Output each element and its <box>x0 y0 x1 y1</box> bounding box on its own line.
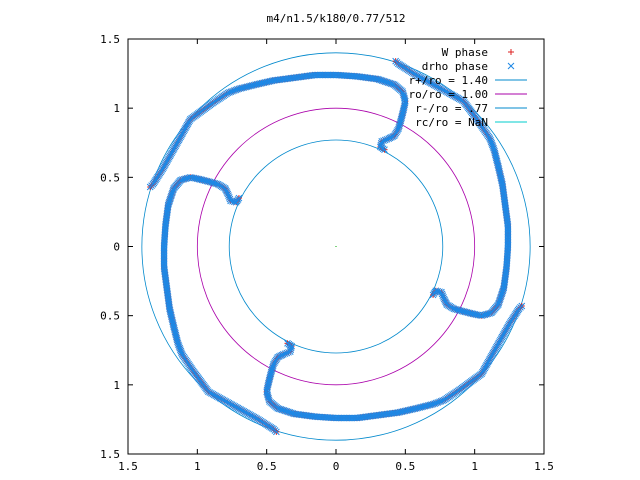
x-tick-label: 0.5 <box>395 460 415 473</box>
point-1 <box>273 428 280 436</box>
point-1 <box>326 71 333 79</box>
point-1 <box>504 239 512 247</box>
point-1 <box>332 414 340 422</box>
point-1 <box>518 302 526 310</box>
y-tick-label: 1 <box>113 379 120 392</box>
y-tick-label: 0 <box>113 241 120 254</box>
x-tick-label: 0.5 <box>257 460 277 473</box>
x-tick-label: 0 <box>333 460 340 473</box>
point-1 <box>160 254 168 262</box>
y-tick-label: 0.5 <box>100 310 120 323</box>
point-1 <box>318 71 325 79</box>
point-1 <box>504 233 512 241</box>
point-1 <box>286 348 294 355</box>
legend-label: W phase <box>442 46 488 59</box>
point-1 <box>146 183 154 191</box>
reference-circles <box>141 52 531 441</box>
y-tick-label: 1 <box>113 102 120 115</box>
point-1 <box>438 288 445 296</box>
point-1 <box>342 414 349 422</box>
origin-marker <box>335 246 337 247</box>
point-1 <box>226 195 234 203</box>
point-1 <box>337 414 345 422</box>
point-1 <box>504 230 512 238</box>
point-1 <box>504 227 512 234</box>
legend-label: drho phase <box>422 60 488 73</box>
point-1 <box>160 252 168 260</box>
point-1 <box>392 57 399 65</box>
point-1 <box>160 246 168 254</box>
legend-label: ro/ro = 1.00 <box>409 88 488 101</box>
point-1 <box>438 290 446 298</box>
legend-marker <box>507 62 515 70</box>
point-1 <box>343 414 351 422</box>
x-tick-label: 1.5 <box>118 460 138 473</box>
x-tick-label: 1 <box>471 460 478 473</box>
point-1 <box>160 259 168 266</box>
circle-1 <box>196 107 476 386</box>
chart-title: m4/n1.5/k180/0.77/512 <box>266 12 405 25</box>
y-tick-label: 0.5 <box>100 171 120 184</box>
y-tick-label: 1.5 <box>100 33 120 46</box>
point-1 <box>321 71 329 79</box>
legend-label: rc/ro = NaN <box>415 116 488 129</box>
point-1 <box>504 236 512 244</box>
point-1 <box>285 348 292 356</box>
point-1 <box>335 414 343 422</box>
point-1 <box>504 235 512 242</box>
point-1 <box>348 414 356 422</box>
point-1 <box>381 136 389 144</box>
point-1 <box>160 255 168 263</box>
point-1 <box>283 349 291 357</box>
point-1 <box>504 231 512 239</box>
point-1 <box>329 71 337 79</box>
circle-2 <box>228 139 444 354</box>
point-1 <box>439 292 447 299</box>
legend-label: r+/ro = 1.40 <box>409 74 488 87</box>
x-tick-label: 1.5 <box>534 460 554 473</box>
point-1 <box>160 251 168 258</box>
y-tick-label: 1.5 <box>100 448 120 461</box>
point-1 <box>160 249 168 257</box>
point-1 <box>340 414 348 422</box>
point-1 <box>316 71 324 79</box>
point-1 <box>327 71 335 79</box>
point-1 <box>380 137 387 145</box>
point-1 <box>345 414 353 422</box>
point-1 <box>323 71 330 79</box>
point-1 <box>332 71 340 79</box>
point-1 <box>339 414 346 422</box>
series-1 <box>146 57 526 436</box>
point-1 <box>504 243 512 250</box>
point-1 <box>331 71 338 79</box>
legend-marker <box>508 49 514 55</box>
point-1 <box>319 71 327 79</box>
point-1 <box>504 238 512 246</box>
point-1 <box>160 247 168 255</box>
legend-label: r-/ro = .77 <box>415 102 488 115</box>
point-1 <box>504 228 512 236</box>
point-1 <box>160 244 168 252</box>
point-1 <box>378 138 386 145</box>
point-1 <box>227 197 234 205</box>
x-tick-label: 1 <box>194 460 201 473</box>
point-1 <box>347 414 354 422</box>
circle-0 <box>141 52 531 441</box>
point-1 <box>504 241 512 249</box>
point-1 <box>324 71 332 79</box>
point-1 <box>160 243 168 250</box>
data-points <box>146 57 526 436</box>
axis-ticks: 1.5 1 0.5 0 0.5 1 1.51.510.500.511.5 <box>100 33 554 473</box>
point-1 <box>225 194 233 201</box>
point-1 <box>160 257 168 265</box>
point-1 <box>334 414 341 422</box>
